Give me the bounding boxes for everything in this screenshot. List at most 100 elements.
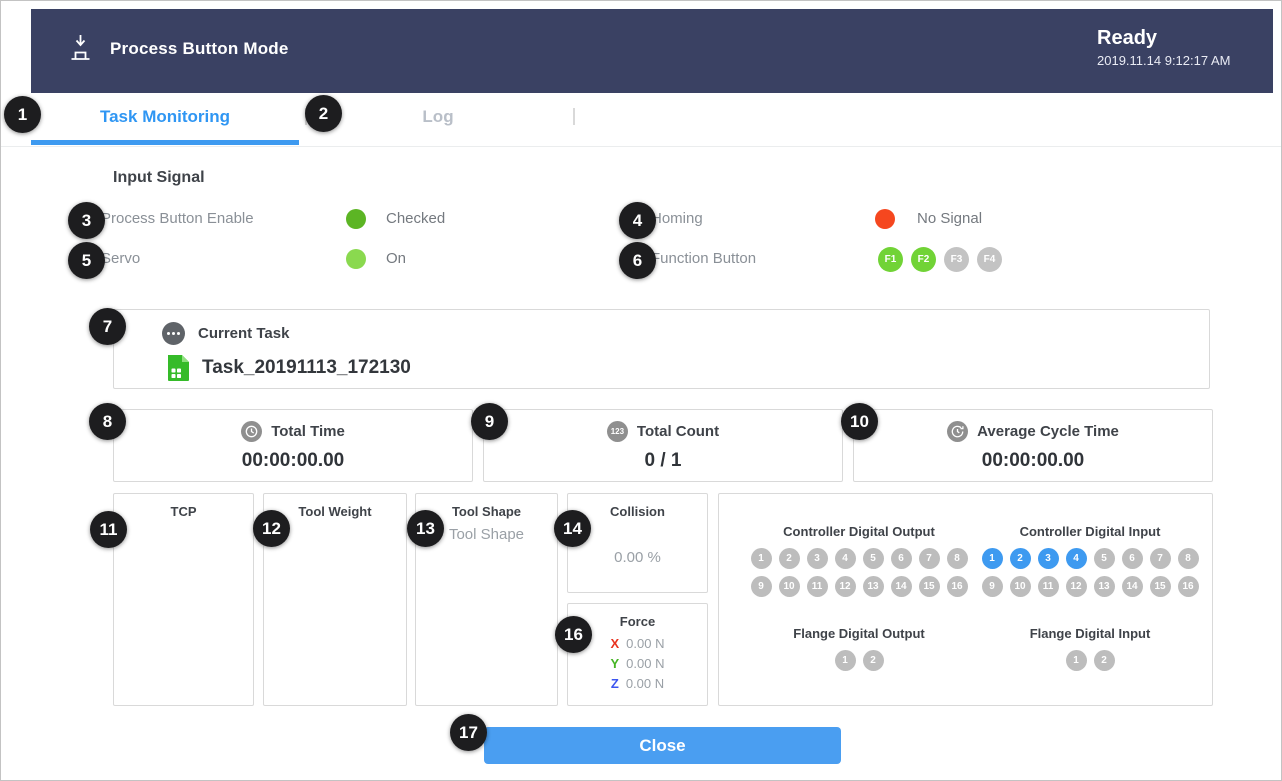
io-indicator-5: 5 (862, 548, 884, 569)
io-indicator-2: 2 (862, 650, 884, 671)
average-cycle-time-card: Average Cycle Time 00:00:00.00 (853, 409, 1213, 482)
force-value: 0.00 N (626, 656, 665, 671)
close-button[interactable]: Close (484, 727, 841, 764)
timestamp: 2019.11.14 9:12:17 AM (1097, 53, 1231, 68)
function-button-f3: F3 (944, 247, 969, 272)
io-indicator-9: 9 (750, 576, 772, 597)
annotation-badge-1: 1 (4, 96, 41, 133)
annotation-badge-11: 11 (90, 511, 127, 548)
io-indicator-11: 11 (806, 576, 828, 597)
controller-digital-output-title: Controller Digital Output (783, 524, 935, 539)
force-panel: Force X 0.00 N Y 0.00 N Z 0.00 N (567, 603, 708, 706)
clock-icon (241, 421, 263, 442)
io-indicator-1: 1 (1065, 650, 1087, 671)
status-servo: On (386, 250, 407, 267)
io-indicator-16: 16 (1177, 576, 1199, 597)
window-title: Process Button Mode (110, 38, 289, 58)
process-button-icon (71, 35, 90, 60)
io-indicator-4: 4 (834, 548, 856, 569)
io-indicator-2: 2 (778, 548, 800, 569)
annotation-badge-9: 9 (471, 403, 508, 440)
controller-digital-output-grid: 1 2 3 4 5 6 7 8 9 10 11 12 13 14 15 16 (750, 548, 968, 597)
annotation-badge-13: 13 (407, 510, 444, 547)
io-indicator-11: 11 (1037, 576, 1059, 597)
annotation-badge-2: 2 (305, 95, 342, 132)
io-indicator-15: 15 (918, 576, 940, 597)
input-signal-title: Input Signal (113, 169, 205, 186)
io-indicator-14: 14 (1121, 576, 1143, 597)
force-title: Force (619, 614, 656, 629)
tcp-panel: TCP (113, 493, 254, 706)
annotation-badge-5: 5 (68, 242, 105, 279)
io-indicator-2: 2 (1093, 650, 1115, 671)
force-row-x: X 0.00 N (568, 634, 707, 654)
task-file-icon (168, 355, 189, 381)
io-indicator-13: 13 (862, 576, 884, 597)
controller-digital-output-group: Controller Digital Output 1 2 3 4 5 6 7 8 9 10 11 1… (741, 524, 977, 597)
io-indicator-13: 13 (1093, 576, 1115, 597)
tab-log[interactable]: Log (422, 107, 454, 126)
label-function-button: Function Button (651, 250, 757, 267)
function-button-f2: F2 (911, 247, 936, 272)
io-indicator-1: 1 (750, 548, 772, 569)
controller-digital-input-title: Controller Digital Input (1019, 524, 1161, 539)
annotation-badge-3: 3 (68, 202, 105, 239)
flange-digital-output-title: Flange Digital Output (793, 626, 925, 641)
function-button-f4: F4 (977, 247, 1002, 272)
tcp-title: TCP (170, 504, 197, 519)
robot-status: Ready (1097, 27, 1158, 49)
current-task-panel: Current Task Task_20191113_172130 (113, 309, 1210, 389)
force-rows: X 0.00 N Y 0.00 N Z 0.00 N (568, 634, 707, 694)
average-cycle-time-label: Average Cycle Time (977, 423, 1119, 440)
io-indicator-14: 14 (890, 576, 912, 597)
controller-digital-input-group: Controller Digital Input 1 2 3 4 5 6 7 8 9 10 11 12… (972, 524, 1208, 597)
force-axis-label: Z (610, 676, 619, 691)
process-button-enable-led (346, 209, 366, 229)
io-indicator-15: 15 (1149, 576, 1171, 597)
active-tab-indicator (31, 140, 299, 145)
total-count-value: 0 / 1 (644, 450, 682, 471)
tab-task-monitoring[interactable]: Task Monitoring (99, 107, 230, 126)
total-time-value: 00:00:00.00 (241, 450, 345, 471)
annotation-badge-16: 16 (555, 616, 592, 653)
io-indicator-10: 10 (778, 576, 800, 597)
annotation-badge-6: 6 (619, 242, 656, 279)
tool-shape-title: Tool Shape (451, 504, 522, 519)
function-button-f1: F1 (878, 247, 903, 272)
io-indicator-3: 3 (1037, 548, 1059, 569)
annotation-badge-7: 7 (89, 308, 126, 345)
annotation-badge-8: 8 (89, 403, 126, 440)
current-task-label: Current Task (198, 325, 290, 342)
total-time-card: Total Time 00:00:00.00 (113, 409, 473, 482)
collision-title: Collision (610, 504, 665, 519)
force-value: 0.00 N (625, 676, 665, 691)
average-cycle-time-value: 00:00:00.00 (981, 450, 1085, 471)
cycle-clock-icon (947, 421, 969, 442)
force-row-y: Y 0.00 N (568, 654, 707, 674)
force-row-z: Z 0.00 N (568, 674, 707, 694)
io-indicator-16: 16 (946, 576, 968, 597)
label-servo: Servo (101, 250, 141, 267)
status-process-button-enable: Checked (386, 210, 446, 227)
annotation-badge-17: 17 (450, 714, 487, 751)
tool-weight-title: Tool Weight (298, 504, 372, 519)
annotation-badge-4: 4 (619, 202, 656, 239)
homing-led (875, 209, 895, 229)
io-indicator-12: 12 (1065, 576, 1087, 597)
annotation-badge-14: 14 (554, 510, 591, 547)
io-indicator-7: 7 (1149, 548, 1171, 569)
controller-digital-input-grid: 1 2 3 4 5 6 7 8 9 10 11 12 13 14 15 16 (981, 548, 1199, 597)
io-indicator-8: 8 (1177, 548, 1199, 569)
total-time-label: Total Time (271, 423, 345, 440)
collision-value: 0.00 % (614, 549, 661, 566)
collision-panel: Collision 0.00 % (567, 493, 708, 593)
current-task-name: Task_20191113_172130 (202, 357, 411, 378)
title-bar: Process Button Mode Ready 2019.11.14 9:1… (31, 9, 1273, 93)
tool-shape-value: Tool Shape (448, 526, 525, 543)
force-value: 0.00 N (626, 636, 665, 651)
function-buttons: F1 F2 F3 F4 (878, 247, 1002, 272)
